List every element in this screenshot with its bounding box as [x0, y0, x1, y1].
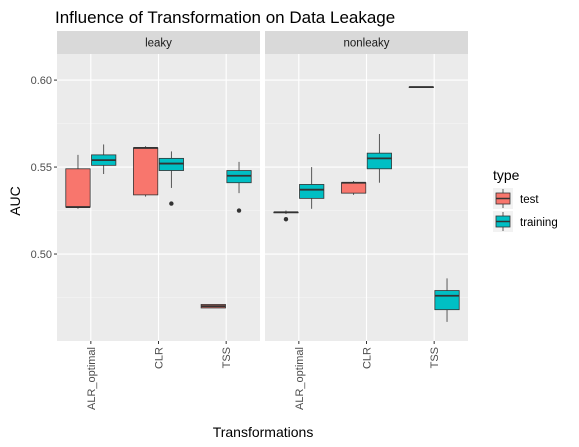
facet-strip-nonleaky — [265, 31, 468, 54]
x-tick-label: CLR — [362, 347, 374, 369]
box-CLR-training — [366, 134, 392, 183]
box-TSS-training — [226, 161, 252, 213]
outlier-point — [236, 208, 242, 213]
box-TSS-test — [200, 304, 226, 309]
box-TSS-test — [408, 86, 434, 88]
y-axis-title: AUC — [7, 186, 23, 216]
y-tick-label: 0.50 — [31, 249, 52, 261]
box-CLR-training — [158, 151, 184, 206]
legend-title: type — [493, 167, 520, 183]
box-ALR_optimal-training — [91, 144, 117, 175]
legend-label: training — [520, 217, 558, 229]
box-body — [366, 152, 392, 170]
chart-title: Influence of Transformation on Data Leak… — [55, 8, 395, 27]
box-body — [133, 147, 159, 196]
box-body — [299, 184, 325, 199]
box-body — [65, 168, 91, 208]
box-ALR_optimal-training — [299, 167, 325, 209]
legend-entry-test: test — [493, 188, 539, 209]
facet-panels: leaky ALR_optimal CLR TSS nonleaky ALR_optima… — [57, 31, 468, 410]
box-ALR_optimal-test — [273, 210, 299, 222]
legend-label: test — [520, 194, 539, 206]
panel-nonleaky: nonleaky ALR_optimal CLR TSS — [265, 31, 468, 410]
y-tick-label: 0.55 — [31, 162, 52, 174]
outlier-point — [283, 217, 289, 222]
y-tick-label: 0.60 — [31, 75, 52, 87]
legend-entry-training: training — [493, 211, 558, 232]
x-tick-label: CLR — [154, 347, 166, 369]
x-tick-label: ALR_optimal — [86, 347, 98, 410]
box-CLR-test — [341, 180, 367, 195]
x-tick-label: TSS — [221, 347, 233, 368]
box-CLR-test — [133, 146, 159, 197]
box-body — [341, 182, 367, 194]
x-tick-label: TSS — [429, 347, 441, 368]
x-tick-label: ALR_optimal — [294, 347, 306, 410]
box-ALR_optimal-test — [65, 154, 91, 209]
x-axis-title: Transformations — [213, 424, 314, 440]
panel-leaky: leaky ALR_optimal CLR TSS — [57, 31, 260, 410]
facet-label-nonleaky: nonleaky — [343, 38, 389, 50]
outlier-point — [169, 201, 174, 206]
facet-label-leaky: leaky — [145, 38, 172, 50]
box-TSS-training — [434, 278, 460, 322]
box-body — [434, 290, 460, 311]
y-axis: 0.50 0.55 0.60 — [31, 75, 57, 261]
facet-strip-leaky — [57, 31, 260, 54]
